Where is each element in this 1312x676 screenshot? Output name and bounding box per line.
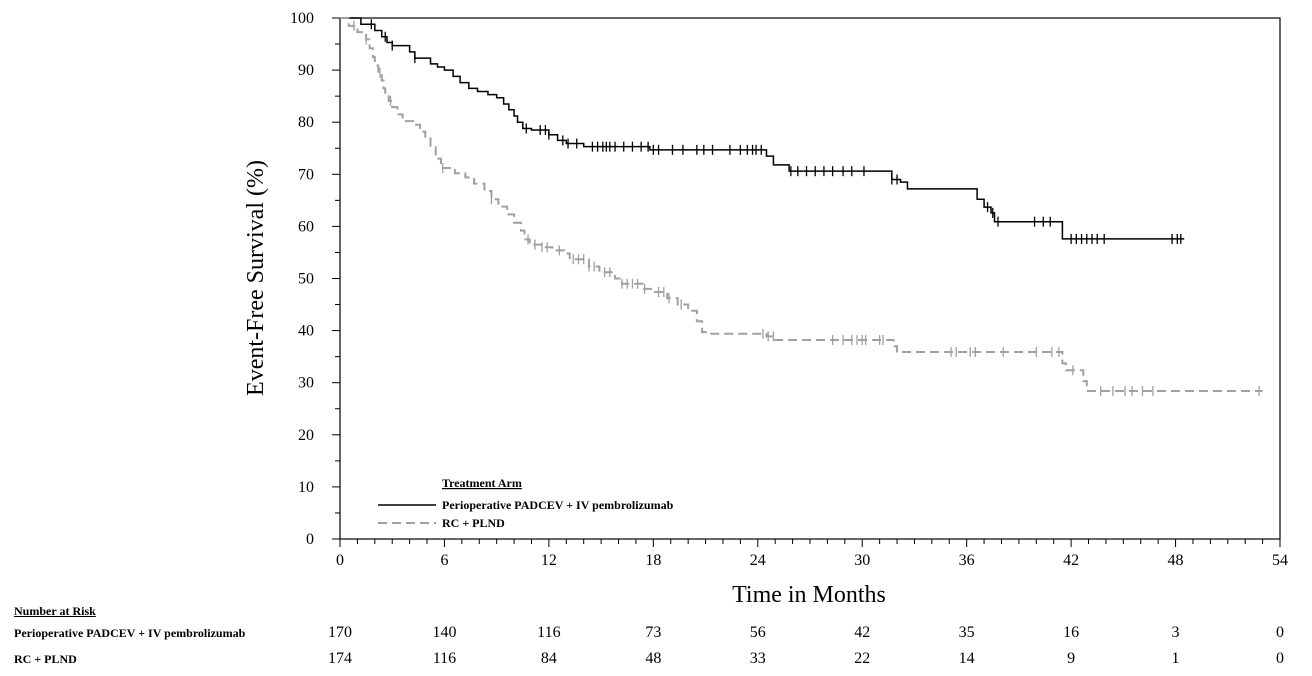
x-tick-label: 42 xyxy=(1063,552,1079,569)
y-axis: 0 10 20 30 40 50 60 70 80 90 100 xyxy=(290,10,340,548)
y-tick-label: 60 xyxy=(298,218,314,235)
y-tick-label: 100 xyxy=(290,10,314,27)
x-tick-label: 36 xyxy=(959,552,975,569)
y-tick-label: 80 xyxy=(298,114,314,131)
x-axis: 0 6 12 18 24 30 36 42 48 54 xyxy=(336,539,1288,569)
x-tick-label: 30 xyxy=(854,552,870,569)
x-tick-label: 48 xyxy=(1168,552,1184,569)
survival-curves xyxy=(340,17,1263,397)
y-tick-label: 10 xyxy=(298,479,314,496)
x-tick-label: 6 xyxy=(440,552,448,569)
plot-border xyxy=(339,17,1281,540)
series-2-curve xyxy=(340,17,1263,393)
y-tick-label: 50 xyxy=(298,271,314,288)
y-tick-label: 0 xyxy=(306,531,314,548)
legend: Treatment Arm Perioperative PADCEV + IV p… xyxy=(378,476,674,530)
x-tick-label: 12 xyxy=(541,552,557,569)
y-tick-label: 40 xyxy=(298,323,314,340)
y-tick-label: 70 xyxy=(298,166,314,183)
y-tick-label: 90 xyxy=(298,62,314,79)
y-tick-label: 30 xyxy=(298,375,314,392)
legend-title: Treatment Arm xyxy=(442,476,522,490)
series-1-curve xyxy=(340,17,1185,240)
x-tick-label: 18 xyxy=(645,552,661,569)
x-tick-label: 54 xyxy=(1272,552,1288,569)
y-axis-title: Event-Free Survival (%) xyxy=(243,160,269,396)
x-axis-title: Time in Months xyxy=(732,582,886,608)
plot-frame xyxy=(339,17,1281,540)
x-tick-label: 24 xyxy=(750,552,766,569)
legend-entry-2: RC + PLND xyxy=(442,516,505,530)
y-tick-label: 20 xyxy=(298,427,314,444)
x-tick-label: 0 xyxy=(336,552,344,569)
legend-entry-1: Perioperative PADCEV + IV pembrolizumab xyxy=(442,498,674,512)
